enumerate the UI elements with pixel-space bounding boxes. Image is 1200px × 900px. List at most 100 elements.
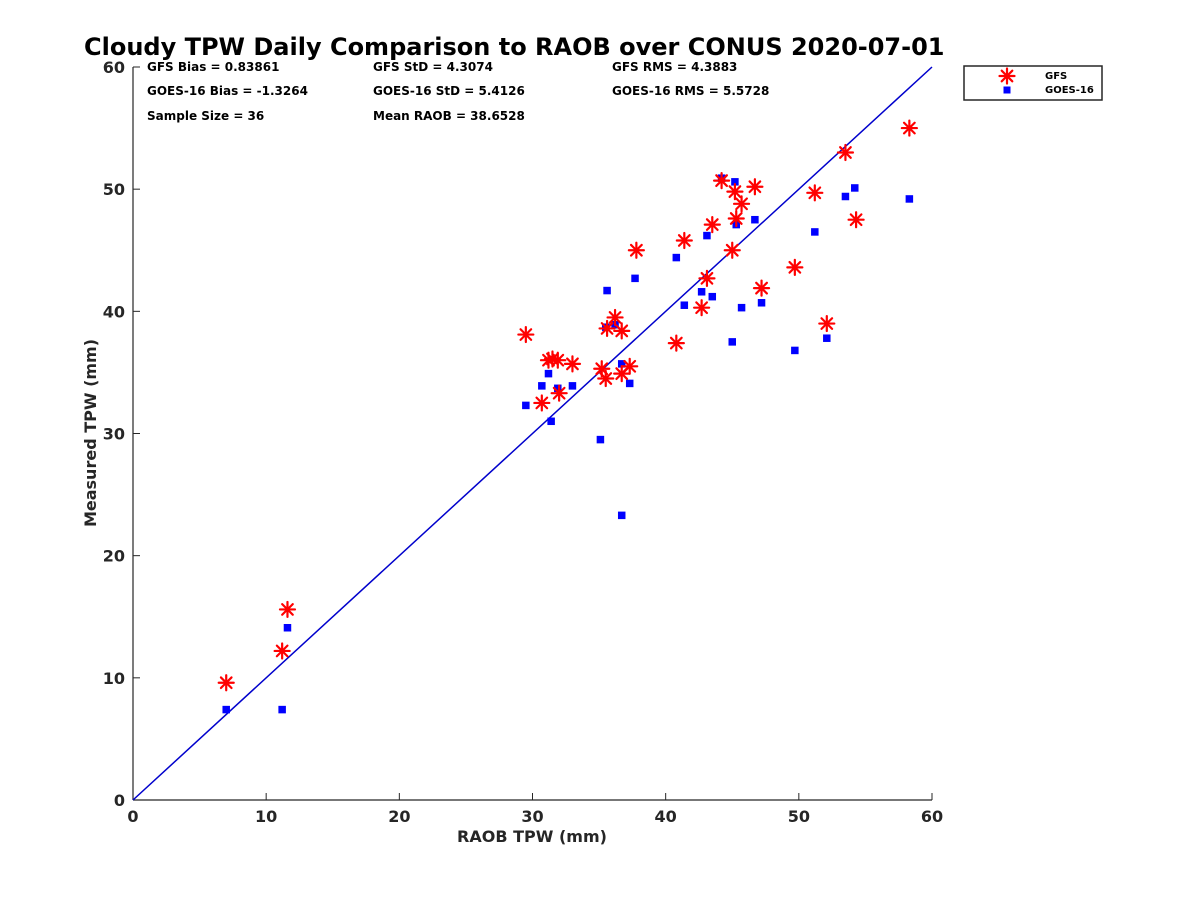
goes-16-point-1	[278, 705, 286, 714]
goes-16-point-16	[631, 274, 639, 283]
series-gfs	[217, 119, 918, 692]
stat-goes-rms: GOES-16 RMS = 5.5728	[612, 84, 769, 98]
goes-16-point-31	[823, 334, 831, 342]
gfs-point-30	[786, 258, 804, 276]
goes-16-point-3	[522, 401, 530, 410]
gfs-point-27	[732, 195, 751, 213]
goes-16-point-0	[222, 705, 230, 714]
legend-gfs-symbol	[998, 67, 1016, 85]
stat-gfs-rms: GFS RMS = 4.3883	[612, 60, 737, 74]
x-ticks: 0 10 20 30 40 50 60	[127, 793, 943, 826]
series-layer	[217, 119, 918, 714]
gfs-point-19	[675, 231, 693, 250]
gfs-point-13	[606, 308, 624, 327]
legend-goes-marker	[1003, 86, 1011, 94]
one-to-one-line	[132, 66, 933, 801]
stat-gfs-bias: GFS Bias = 0.83861	[147, 60, 279, 74]
y-tick-label-6: 60	[103, 58, 125, 77]
x-tick-label-2: 20	[388, 807, 410, 826]
gfs-point-33	[836, 143, 855, 162]
gfs-point-3	[517, 325, 535, 344]
x-axis-label: RAOB TPW (mm)	[457, 827, 607, 846]
y-axis-label: Measured TPW (mm)	[81, 339, 100, 527]
gfs-point-23	[712, 172, 731, 190]
goes-16-point-17	[672, 253, 681, 262]
y-ticks: 0 10 20 30 40 50 60	[103, 58, 140, 810]
goes-16-point-4	[538, 382, 546, 390]
gfs-point-34	[847, 211, 865, 229]
gfs-point-21	[698, 269, 716, 287]
goes-16-point-30	[811, 228, 819, 236]
goes-16-point-14	[617, 511, 626, 520]
goes-16-point-21	[708, 292, 717, 301]
legend-goes-symbol	[1003, 86, 1011, 94]
goes-16-point-34	[905, 195, 914, 203]
gfs-point-31	[806, 184, 824, 202]
gfs-point-29	[752, 279, 771, 297]
gfs-point-26	[727, 209, 745, 228]
goes-16-point-6	[547, 417, 555, 426]
goes-16-point-24	[731, 178, 739, 186]
y-tick-label-1: 10	[103, 669, 125, 688]
x-tick-label-5: 50	[788, 807, 810, 826]
y-tick-label-3: 30	[103, 425, 125, 444]
gfs-point-2	[278, 600, 297, 619]
goes-16-point-27	[751, 215, 759, 224]
stat-sample-size: Sample Size = 36	[147, 109, 264, 123]
stat-gfs-std: GFS StD = 4.3074	[373, 60, 493, 74]
gfs-point-7	[549, 351, 567, 369]
gfs-point-4	[533, 394, 551, 412]
gfs-point-25	[726, 183, 744, 201]
y-tick-label-4: 40	[103, 302, 125, 321]
gfs-point-16	[621, 357, 639, 375]
goes-16-point-15	[625, 379, 634, 388]
gfs-point-22	[703, 215, 721, 234]
gfs-point-11	[598, 319, 616, 338]
goes-16-point-20	[703, 231, 711, 240]
goes-16-point-13	[617, 360, 626, 368]
goes-16-point-18	[680, 301, 689, 309]
gfs-point-14	[613, 322, 631, 340]
x-tick-label-3: 30	[521, 807, 543, 826]
goes-16-point-11	[603, 286, 611, 295]
gfs-point-1	[273, 642, 291, 660]
stat-mean-raob: Mean RAOB = 38.6528	[373, 109, 525, 123]
goes-16-point-2	[283, 623, 292, 632]
legend-gfs-label: GFS	[1045, 71, 1067, 82]
stat-goes-bias: GOES-16 Bias = -1.3264	[147, 84, 308, 98]
gfs-point-8	[550, 384, 568, 402]
x-tick-label-1: 10	[255, 807, 277, 826]
x-tick-label-6: 60	[921, 807, 943, 826]
gfs-point-28	[746, 178, 764, 196]
legend-box	[963, 65, 1103, 101]
goes-16-point-19	[697, 288, 706, 296]
goes-16-point-28	[757, 299, 766, 307]
gfs-point-9	[563, 355, 582, 373]
y-tick-label-0: 0	[114, 791, 125, 810]
goes-16-point-32	[841, 192, 850, 201]
legend-goes-label: GOES-16	[1045, 85, 1094, 96]
gfs-point-12	[597, 369, 615, 388]
chart-title: Cloudy TPW Daily Comparison to RAOB over…	[84, 33, 944, 61]
goes-16-point-5	[544, 369, 553, 378]
gfs-point-20	[693, 299, 711, 317]
gfs-point-32	[818, 314, 836, 333]
gfs-point-18	[667, 334, 685, 352]
goes-16-point-9	[596, 435, 605, 444]
goes-16-point-29	[791, 346, 799, 355]
goes-16-point-7	[554, 384, 562, 393]
gfs-point-0	[217, 674, 235, 692]
y-tick-label-5: 50	[103, 180, 125, 199]
stats-block: GFS Bias = 0.83861 GFS StD = 4.3074 GFS …	[147, 60, 769, 123]
x-tick-label-4: 40	[655, 807, 677, 826]
gfs-point-17	[627, 241, 645, 259]
goes-16-point-33	[851, 184, 859, 192]
x-tick-label-0: 0	[127, 807, 138, 826]
gfs-point-35	[900, 119, 918, 137]
legend: GFS GOES-16	[963, 65, 1103, 101]
legend-gfs-marker	[998, 67, 1016, 85]
gfs-point-24	[723, 241, 741, 259]
goes-16-point-23	[728, 338, 736, 346]
